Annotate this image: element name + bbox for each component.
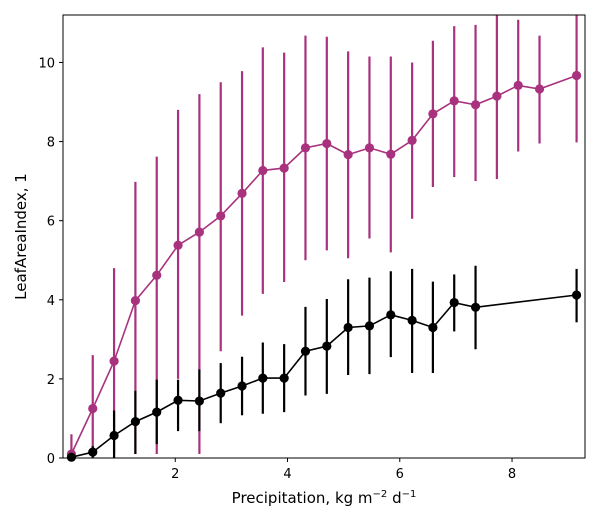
data-point <box>279 373 289 383</box>
data-point <box>407 315 417 325</box>
plot-frame <box>62 14 586 459</box>
x-axis-title: Precipitation, kg m−2 d−1 <box>232 489 417 507</box>
data-point <box>130 295 141 306</box>
data-point <box>470 302 481 312</box>
data-point <box>216 388 226 398</box>
y-tick-label: 4 <box>47 294 55 309</box>
data-point <box>322 341 332 351</box>
data-point <box>258 373 268 383</box>
x-tick-label: 8 <box>508 467 516 482</box>
data-point <box>449 96 459 106</box>
data-point <box>300 346 311 356</box>
data-point <box>534 84 545 94</box>
data-point <box>386 310 396 320</box>
data-point <box>364 143 375 153</box>
data-point <box>343 150 353 160</box>
data-point <box>173 240 183 250</box>
data-point <box>216 211 226 221</box>
data-point <box>322 138 332 149</box>
series-2 <box>66 265 582 462</box>
series-line <box>71 294 577 458</box>
data-point <box>66 452 77 462</box>
plot-area <box>66 15 582 462</box>
data-point <box>194 227 204 237</box>
data-point <box>407 135 417 145</box>
data-point <box>386 149 396 159</box>
data-point <box>571 290 582 300</box>
data-point <box>152 407 162 417</box>
data-point <box>194 396 204 406</box>
x-tick-label: 2 <box>171 467 179 482</box>
data-point <box>109 430 119 441</box>
y-tick-label: 2 <box>47 373 55 388</box>
y-axis: 0 2 4 6 8 10 <box>38 56 63 467</box>
data-point <box>571 70 582 81</box>
x-tick-label: 6 <box>396 467 404 482</box>
data-point <box>237 381 247 391</box>
data-point <box>152 270 162 280</box>
x-axis-title-mid: d <box>387 489 401 507</box>
x-axis-title-sup2: −1 <box>402 489 417 500</box>
series-1 <box>66 15 582 459</box>
y-tick-label: 0 <box>47 452 55 467</box>
data-point <box>343 322 353 333</box>
y-tick-label: 6 <box>47 215 55 230</box>
data-point <box>237 188 247 198</box>
series-line <box>70 74 577 455</box>
data-point <box>258 165 268 176</box>
data-point <box>279 163 289 173</box>
x-tick-label: 4 <box>283 467 291 482</box>
data-point <box>88 403 98 414</box>
data-point <box>470 100 481 110</box>
x-axis: 2 4 6 8 <box>171 458 516 482</box>
y-tick-label: 8 <box>47 136 55 151</box>
data-point <box>449 297 459 308</box>
data-point <box>492 91 502 101</box>
data-point <box>88 447 98 457</box>
data-point <box>109 356 119 366</box>
data-point <box>300 143 311 153</box>
data-point <box>513 80 523 91</box>
y-axis-title: LeafAreaIndex, 1 <box>12 173 30 300</box>
data-point <box>173 395 183 405</box>
data-point <box>428 322 438 333</box>
data-point <box>428 109 438 119</box>
y-tick-label: 10 <box>38 56 55 71</box>
x-axis-title-sup1: −2 <box>373 489 388 500</box>
data-point <box>130 417 141 427</box>
x-axis-title-main: Precipitation, kg m <box>232 489 373 507</box>
data-point <box>364 321 375 331</box>
